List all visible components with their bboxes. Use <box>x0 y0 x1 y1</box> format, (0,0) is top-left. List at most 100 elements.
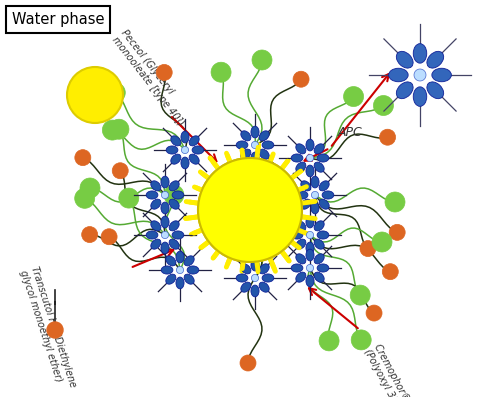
Ellipse shape <box>296 254 306 264</box>
Circle shape <box>47 322 63 338</box>
Ellipse shape <box>314 162 324 172</box>
Circle shape <box>372 232 392 252</box>
Ellipse shape <box>317 231 329 239</box>
Ellipse shape <box>296 162 306 172</box>
Circle shape <box>119 188 139 208</box>
Text: APC: APC <box>338 126 363 139</box>
Ellipse shape <box>301 181 311 191</box>
Ellipse shape <box>241 149 251 159</box>
Ellipse shape <box>251 285 259 297</box>
Ellipse shape <box>166 146 178 154</box>
Ellipse shape <box>241 264 251 274</box>
Circle shape <box>312 191 318 198</box>
Ellipse shape <box>306 216 314 228</box>
Ellipse shape <box>296 191 308 199</box>
Circle shape <box>360 241 376 256</box>
Ellipse shape <box>161 202 169 214</box>
Ellipse shape <box>306 165 314 177</box>
Ellipse shape <box>396 51 413 68</box>
Circle shape <box>162 191 168 198</box>
Ellipse shape <box>296 239 306 249</box>
Ellipse shape <box>388 68 408 82</box>
Ellipse shape <box>171 154 181 164</box>
Text: Cremophor® EL
(Polyoxyl 35 castor oil): Cremophor® EL (Polyoxyl 35 castor oil) <box>362 342 434 397</box>
Circle shape <box>182 146 188 154</box>
Ellipse shape <box>251 259 259 271</box>
Ellipse shape <box>166 256 176 266</box>
Circle shape <box>380 129 396 145</box>
Circle shape <box>109 119 129 139</box>
Ellipse shape <box>236 141 248 149</box>
Ellipse shape <box>192 146 204 154</box>
Circle shape <box>252 141 258 148</box>
Ellipse shape <box>151 181 161 191</box>
Ellipse shape <box>166 274 176 284</box>
Circle shape <box>389 224 405 240</box>
Circle shape <box>67 67 123 123</box>
Ellipse shape <box>262 274 274 282</box>
Circle shape <box>82 227 98 243</box>
Circle shape <box>112 163 128 179</box>
Ellipse shape <box>151 199 161 209</box>
Circle shape <box>176 266 184 274</box>
Ellipse shape <box>172 191 184 199</box>
Circle shape <box>80 178 100 198</box>
Ellipse shape <box>189 154 199 164</box>
Ellipse shape <box>296 144 306 154</box>
Ellipse shape <box>319 199 329 209</box>
Ellipse shape <box>169 181 179 191</box>
Circle shape <box>240 355 256 371</box>
Ellipse shape <box>189 136 199 146</box>
Ellipse shape <box>146 191 158 199</box>
Circle shape <box>414 69 426 81</box>
Ellipse shape <box>306 139 314 151</box>
Circle shape <box>101 229 117 245</box>
Ellipse shape <box>241 131 251 141</box>
Ellipse shape <box>236 274 248 282</box>
Circle shape <box>306 264 314 272</box>
Ellipse shape <box>259 149 269 159</box>
Circle shape <box>74 188 94 208</box>
Ellipse shape <box>317 154 329 162</box>
Ellipse shape <box>413 87 427 106</box>
Ellipse shape <box>161 216 169 228</box>
Ellipse shape <box>413 44 427 63</box>
Circle shape <box>102 120 122 140</box>
Circle shape <box>351 330 371 350</box>
Ellipse shape <box>181 131 189 143</box>
Ellipse shape <box>306 275 314 287</box>
Ellipse shape <box>314 239 324 249</box>
Circle shape <box>198 158 302 262</box>
Circle shape <box>164 185 184 205</box>
Ellipse shape <box>314 254 324 264</box>
Ellipse shape <box>151 221 161 231</box>
Ellipse shape <box>301 199 311 209</box>
Ellipse shape <box>314 272 324 282</box>
Circle shape <box>156 64 172 81</box>
Ellipse shape <box>322 191 334 199</box>
Ellipse shape <box>259 282 269 292</box>
Ellipse shape <box>427 51 444 68</box>
Ellipse shape <box>314 144 324 154</box>
Ellipse shape <box>169 239 179 249</box>
Circle shape <box>252 183 272 203</box>
Circle shape <box>252 50 272 70</box>
Ellipse shape <box>311 202 319 214</box>
Ellipse shape <box>291 264 303 272</box>
Ellipse shape <box>427 82 444 99</box>
Ellipse shape <box>251 126 259 138</box>
Ellipse shape <box>146 231 158 239</box>
Text: Peceol (Glyceryl
monooleate [type 40]): Peceol (Glyceryl monooleate [type 40]) <box>110 28 195 128</box>
Ellipse shape <box>169 199 179 209</box>
Ellipse shape <box>396 82 413 99</box>
Ellipse shape <box>296 272 306 282</box>
Ellipse shape <box>161 266 173 274</box>
Circle shape <box>306 231 314 239</box>
Circle shape <box>374 96 394 116</box>
Circle shape <box>75 150 91 166</box>
Ellipse shape <box>169 221 179 231</box>
Circle shape <box>366 305 382 321</box>
Circle shape <box>106 83 126 103</box>
Circle shape <box>385 192 405 212</box>
Ellipse shape <box>291 154 303 162</box>
